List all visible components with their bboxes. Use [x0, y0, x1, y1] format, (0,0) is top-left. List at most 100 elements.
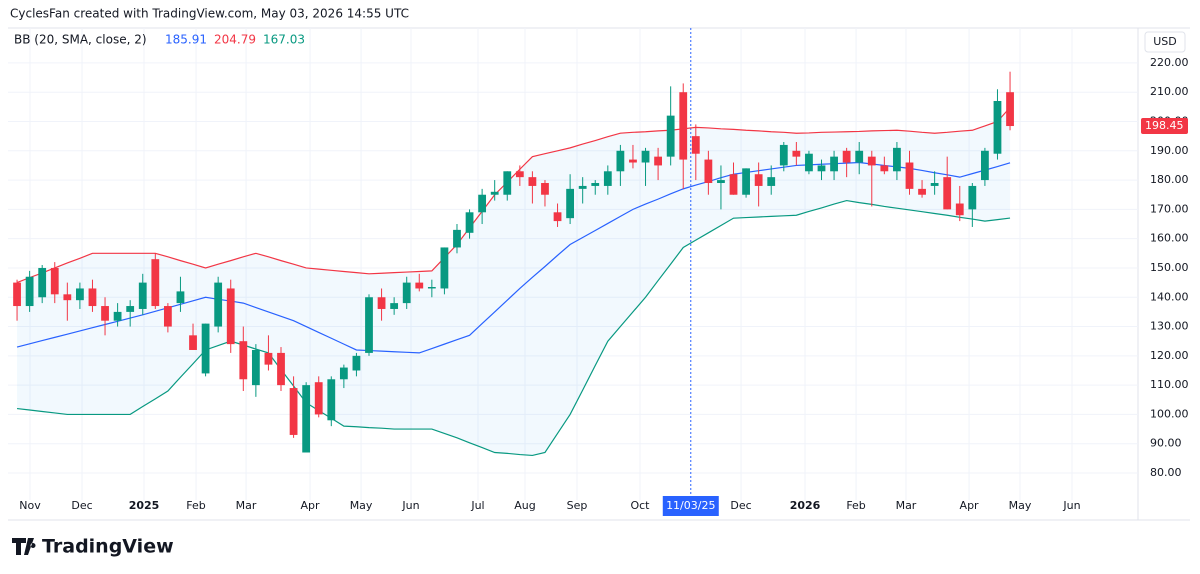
legend-value: 167.03 — [263, 33, 305, 47]
candle-body — [352, 355, 361, 371]
x-tick-label: Feb — [846, 499, 865, 512]
x-tick-label: Mar — [236, 499, 257, 512]
candle-body — [754, 174, 763, 186]
candle-body — [151, 259, 160, 307]
y-tick-label: 160.00 — [1150, 232, 1189, 245]
candle-body — [377, 297, 386, 309]
last-price-box — [1141, 118, 1188, 135]
candle-body — [704, 159, 713, 184]
x-tick-label: 2025 — [129, 499, 160, 512]
candle-body — [453, 229, 461, 248]
candle-body — [729, 174, 738, 195]
candle-body — [163, 306, 172, 327]
candle-body — [893, 147, 901, 172]
candle-body — [591, 183, 600, 186]
candle-body — [50, 267, 59, 295]
candle-body — [339, 367, 348, 380]
candle-body — [490, 191, 499, 195]
candle-body — [226, 288, 235, 345]
candle-body — [365, 297, 373, 353]
crosshair-box — [662, 496, 719, 516]
y-tick-label: 190.00 — [1150, 144, 1189, 157]
candle-body — [855, 150, 864, 163]
candle-body — [867, 156, 876, 166]
candle-body — [528, 177, 537, 186]
candle-body — [327, 379, 336, 421]
candle-body — [566, 188, 575, 219]
candle-body — [968, 185, 977, 210]
x-tick-label: Jun — [1062, 499, 1080, 512]
x-tick-label: Jul — [470, 499, 484, 512]
candle-body — [578, 185, 587, 189]
y-tick-label: 90.00 — [1150, 437, 1182, 450]
x-tick-label: Jun — [401, 499, 419, 512]
candle-body — [792, 150, 801, 157]
candle-body — [541, 183, 549, 195]
candle-body — [264, 352, 273, 365]
candle-body — [138, 282, 147, 309]
logo-text: TradingView — [42, 536, 174, 558]
candle-body — [918, 188, 926, 195]
legend-value: 185.91 — [165, 33, 207, 47]
bb-line — [16, 199, 1011, 457]
candle-body — [930, 183, 939, 186]
y-tick-label: 130.00 — [1150, 320, 1189, 333]
y-tick-label: 150.00 — [1150, 261, 1189, 274]
y-tick-label: 180.00 — [1150, 173, 1189, 186]
currency[interactable]: USD — [1153, 35, 1177, 48]
y-tick-label: 100.00 — [1150, 407, 1189, 420]
candle-body — [515, 171, 524, 178]
bb-line — [16, 107, 1011, 284]
y-tick-label: 170.00 — [1150, 202, 1189, 215]
x-tick-label: Nov — [19, 499, 41, 512]
candle-body — [25, 276, 34, 307]
x-tick-label: Apr — [960, 499, 980, 512]
candle-body — [239, 341, 248, 380]
logo-mark — [12, 538, 36, 555]
candle-body — [503, 171, 512, 195]
logo: TradingView — [12, 536, 174, 558]
candle-body — [13, 282, 21, 307]
bb-line — [16, 161, 1011, 354]
last-price-label: 198.45 — [1145, 119, 1184, 132]
candle-body — [603, 171, 612, 186]
candle-body — [251, 349, 260, 386]
candle-body — [314, 382, 323, 415]
candle-body — [679, 92, 688, 160]
candle-body — [767, 177, 776, 186]
candle-body — [189, 335, 197, 350]
candle-body — [981, 150, 989, 181]
currency-box[interactable] — [1144, 31, 1186, 53]
candle-body — [289, 388, 298, 435]
y-tick-label: 110.00 — [1150, 378, 1189, 391]
y-tick-label: 220.00 — [1150, 56, 1189, 69]
candle-body — [126, 306, 135, 312]
indicator-values: 185.91 204.79 167.03 — [165, 33, 305, 47]
candle-body — [402, 282, 411, 304]
candle-body — [176, 291, 185, 304]
plot: 80.00 90.00 100.00 110.00 120.00 130.00 140.00… — [8, 28, 1189, 516]
x-tick-label: Dec — [71, 499, 92, 512]
header: CyclesFan created with TradingView.com, … — [10, 7, 409, 21]
candle-body — [666, 115, 675, 157]
candle-body — [38, 267, 47, 298]
candle-body — [302, 385, 311, 453]
candle-body — [654, 156, 662, 166]
candle-body — [629, 159, 637, 163]
candle-body — [113, 311, 122, 321]
x-tick-label: Aug — [514, 499, 535, 512]
candle-body — [830, 156, 838, 172]
x-tick-label: 2026 — [790, 499, 821, 512]
indicator-title: BB (20, SMA, close, 2) — [14, 33, 147, 47]
y-tick-label: 210.00 — [1150, 85, 1189, 98]
candle-body — [553, 212, 562, 222]
candle-body — [742, 168, 750, 195]
candle-body — [63, 294, 72, 301]
candle-body — [1006, 92, 1014, 127]
candle-body — [440, 247, 449, 289]
x-tick-label: Sep — [567, 499, 588, 512]
x-tick-label: Dec — [730, 499, 751, 512]
candle-body — [779, 144, 788, 166]
